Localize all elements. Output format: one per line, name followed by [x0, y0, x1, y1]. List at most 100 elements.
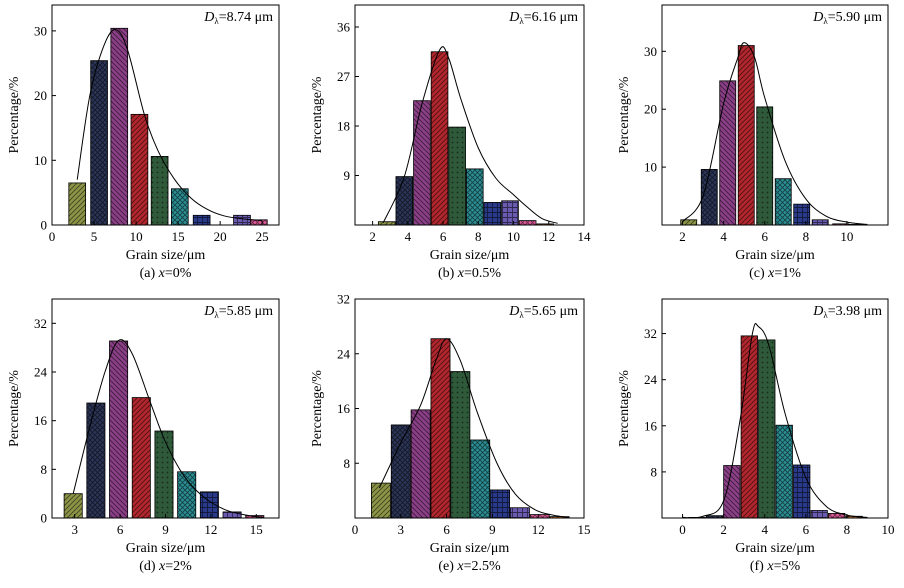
y-tick-label: 16	[34, 413, 48, 428]
y-tick-label: 27	[337, 69, 351, 84]
grain-size-annotation: Dλ=5.65 μm	[508, 304, 578, 320]
bar	[450, 371, 471, 519]
x-tick-label: 6	[117, 522, 124, 537]
fit-curve	[378, 338, 569, 518]
bar	[700, 169, 718, 226]
x-tick-label: 2	[679, 229, 686, 244]
bar	[775, 424, 793, 519]
plot-frame	[51, 4, 280, 226]
fit-curve	[682, 42, 868, 225]
panel-caption: (c) x=1%	[749, 266, 801, 281]
x-tick-label: 6	[440, 229, 447, 244]
chart-panel-e: 0 3 6 9 12 15 8 16 24 32 Grain size/μm Percentage/%…	[310, 292, 591, 575]
x-tick-label: 12	[532, 522, 545, 537]
bar	[483, 202, 502, 226]
x-tick-label: 15	[578, 522, 591, 537]
x-tick-label: 4	[405, 229, 412, 244]
fit-curve	[72, 339, 264, 518]
bar	[470, 439, 491, 519]
bar	[529, 514, 550, 519]
bar	[390, 424, 411, 519]
y-tick-label: 24	[337, 346, 351, 361]
x-tick-label: 3	[71, 522, 78, 537]
grain-size-annotation: Dλ=6.16 μm	[508, 10, 578, 26]
bar	[86, 402, 106, 519]
x-tick-label: 14	[578, 229, 592, 244]
y-tick-label: 9	[344, 168, 351, 183]
x-tick-label: 10	[507, 229, 520, 244]
grain-size-annotation: Dλ=5.90 μm	[812, 10, 882, 26]
bar	[233, 214, 251, 226]
bar	[448, 126, 466, 226]
bar	[395, 176, 414, 226]
x-tick-label: 25	[256, 229, 269, 244]
x-axis-label: Grain size/μm	[735, 541, 815, 556]
x-tick-label: 15	[250, 522, 263, 537]
bar	[110, 27, 129, 226]
y-tick-label: 32	[644, 326, 657, 341]
x-tick-label: 12	[204, 522, 217, 537]
x-tick-label: 15	[172, 229, 185, 244]
x-tick-label: 20	[214, 229, 227, 244]
y-axis-label: Percentage/%	[7, 370, 22, 447]
y-tick-label: 0	[41, 218, 48, 233]
x-tick-label: 6	[443, 522, 450, 537]
y-tick-label: 8	[651, 464, 658, 479]
fit-curve	[382, 46, 558, 224]
y-tick-label: 16	[337, 401, 351, 416]
x-axis-label: Grain size/μm	[430, 248, 510, 263]
bar	[811, 219, 829, 226]
y-tick-label: 24	[34, 365, 48, 380]
x-tick-label: 6	[803, 522, 810, 537]
plot-frame	[661, 4, 889, 226]
panel-caption: (f) x=5%	[750, 559, 801, 574]
x-tick-label: 4	[761, 522, 768, 537]
x-axis-label: Grain size/μm	[126, 248, 206, 263]
bar	[371, 482, 391, 519]
x-tick-label: 4	[720, 229, 727, 244]
bar	[774, 178, 792, 226]
y-axis-label: Percentage/%	[617, 76, 632, 153]
x-tick-label: 3	[398, 522, 405, 537]
x-tick-label: 0	[49, 229, 56, 244]
bar	[150, 156, 169, 226]
bar	[740, 335, 758, 519]
y-tick-label: 32	[337, 292, 350, 307]
x-tick-label: 9	[489, 522, 496, 537]
bar	[410, 409, 431, 519]
x-tick-label: 5	[91, 229, 98, 244]
bar	[466, 168, 484, 226]
bar	[793, 464, 811, 519]
x-tick-label: 8	[844, 522, 851, 537]
bar	[509, 507, 530, 519]
panel-caption: (e) x=2.5%	[438, 559, 501, 574]
bar	[518, 220, 537, 226]
x-tick-label: 8	[475, 229, 482, 244]
bar	[430, 51, 449, 226]
x-axis-label: Grain size/μm	[430, 541, 510, 556]
y-tick-label: 10	[644, 160, 657, 175]
bar	[758, 339, 776, 519]
bar	[131, 397, 151, 519]
bar	[756, 106, 774, 226]
bar	[793, 203, 811, 226]
bar	[130, 113, 149, 226]
chart-panel-c: 2 4 6 8 10 10 20 30 Grain size/μm Percentage/% Dλ=…	[617, 4, 889, 281]
y-tick-label: 30	[644, 44, 657, 59]
grain-size-annotation: Dλ=8.74 μm	[203, 10, 273, 26]
bar	[810, 510, 828, 519]
chart-panel-a: 0 5 10 15 20 25 0 10 20 30 Grain size/μm Percentage…	[7, 4, 280, 281]
chart-panel-b: 2 4 6 8 10 12 14 9 18 27 36 Grain size/μm Percentage…	[310, 4, 592, 281]
plot-frame	[354, 4, 585, 226]
x-tick-label: 12	[542, 229, 555, 244]
bar	[222, 511, 242, 519]
y-tick-label: 8	[41, 462, 48, 477]
bar	[170, 188, 189, 226]
y-tick-label: 18	[337, 119, 350, 134]
y-axis-label: Percentage/%	[617, 370, 632, 447]
grain-size-annotation: Dλ=5.85 μm	[203, 304, 273, 320]
bar	[109, 340, 129, 519]
plot-frame	[661, 298, 889, 519]
bar	[192, 214, 211, 226]
